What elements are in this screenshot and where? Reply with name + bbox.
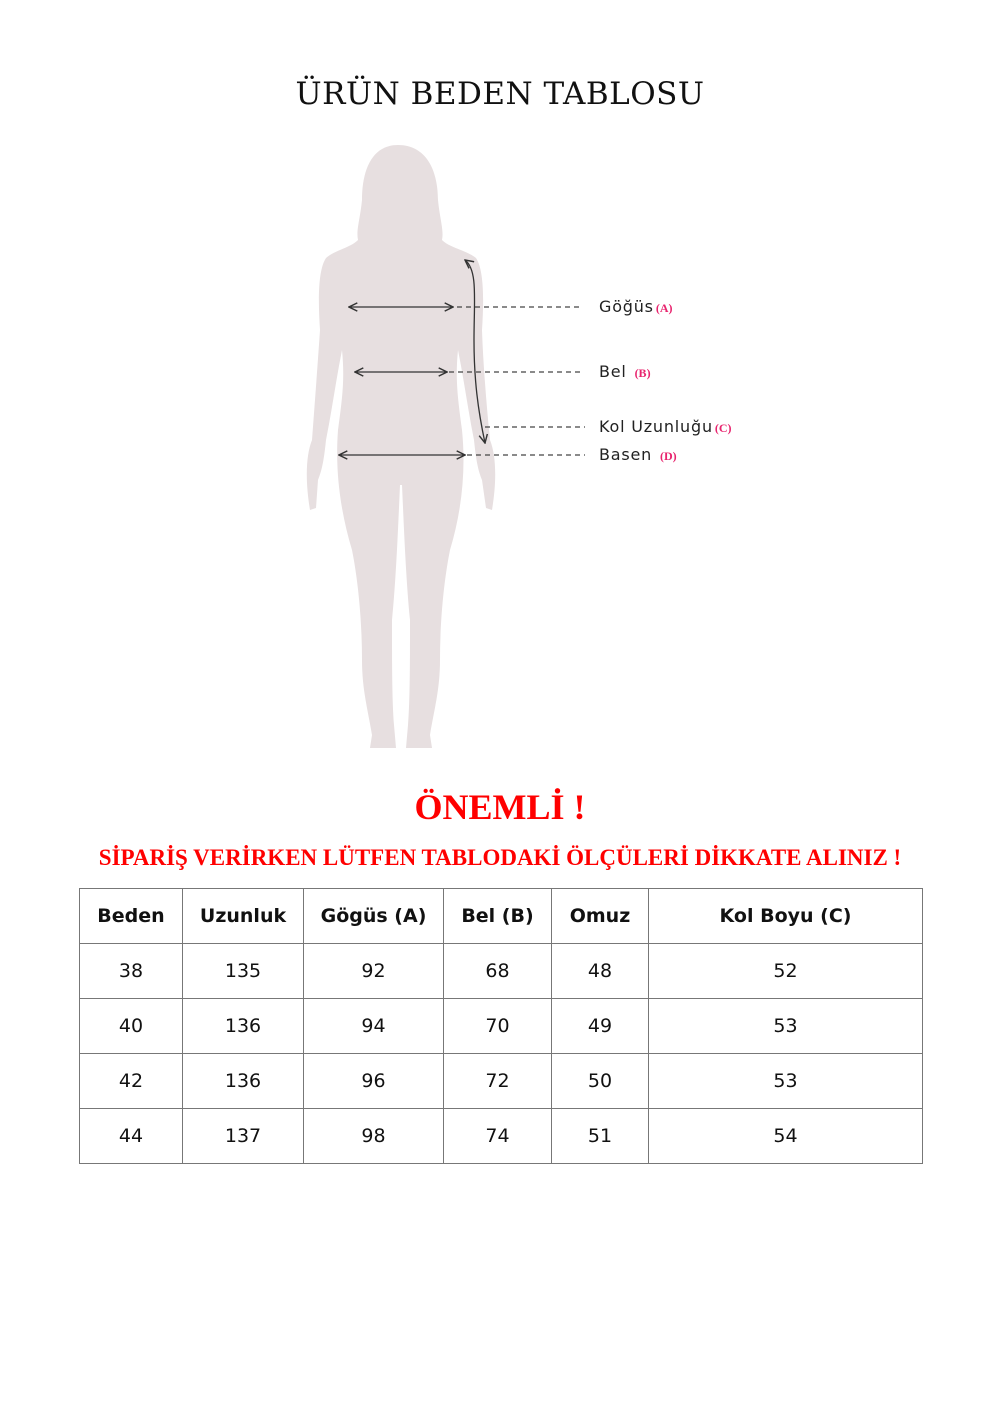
label-code: (A) [655,301,673,315]
body-silhouette [306,145,496,748]
table-cell: 54 [648,1108,923,1164]
table-row: 40 136 94 70 49 53 [79,998,923,1054]
table-header-row: Beden Uzunluk Gögüs (A) Bel (B) Omuz Kol… [79,888,923,944]
table-cell: 44 [79,1108,183,1164]
label-text: Kol Uzunluğu [599,417,713,436]
header-cell: Kol Boyu (C) [648,888,923,944]
table-cell: 136 [182,998,304,1054]
table-cell: 42 [79,1053,183,1109]
table-cell: 40 [79,998,183,1054]
header-cell: Bel (B) [443,888,552,944]
table-cell: 49 [551,998,649,1054]
table-cell: 96 [303,1053,444,1109]
table-cell: 38 [79,943,183,999]
label-sleeve-length: Kol Uzunluğu (C) [599,417,732,436]
table-cell: 92 [303,943,444,999]
table-cell: 48 [551,943,649,999]
table-cell: 53 [648,1053,923,1109]
table-cell: 68 [443,943,552,999]
table-cell: 53 [648,998,923,1054]
table-cell: 70 [443,998,552,1054]
table-row: 38 135 92 68 48 52 [79,943,923,999]
header-cell: Gögüs (A) [303,888,444,944]
sleeve-arrow [465,260,485,443]
size-table: Beden Uzunluk Gögüs (A) Bel (B) Omuz Kol… [79,888,923,1164]
label-code: (D) [660,449,677,463]
header-cell: Uzunluk [182,888,304,944]
header-cell: Omuz [551,888,649,944]
table-cell: 72 [443,1053,552,1109]
table-row: 44 137 98 74 51 54 [79,1108,923,1164]
body-measurement-figure [306,145,585,748]
table-cell: 51 [551,1108,649,1164]
label-code: (B) [634,366,651,380]
table-row: 42 136 96 72 50 53 [79,1053,923,1109]
label-code: (C) [714,421,732,435]
label-text: Göğüs [599,297,654,316]
label-text: Bel [599,362,627,381]
table-cell: 137 [182,1108,304,1164]
table-cell: 136 [182,1053,304,1109]
label-text: Basen [599,445,653,464]
table-cell: 52 [648,943,923,999]
label-hip: Basen (D) [599,445,677,464]
page-title: ÜRÜN BEDEN TABLOSU [295,76,705,112]
label-waist: Bel (B) [599,362,651,381]
header-cell: Beden [79,888,183,944]
table-cell: 98 [303,1108,444,1164]
label-chest: Göğüs (A) [599,297,673,316]
table-cell: 74 [443,1108,552,1164]
table-cell: 135 [182,943,304,999]
important-heading: ÖNEMLİ ! [414,787,586,827]
table-cell: 94 [303,998,444,1054]
table-cell: 50 [551,1053,649,1109]
warning-message: SİPARİŞ VERİRKEN LÜTFEN TABLODAKİ ÖLÇÜLE… [98,845,902,870]
